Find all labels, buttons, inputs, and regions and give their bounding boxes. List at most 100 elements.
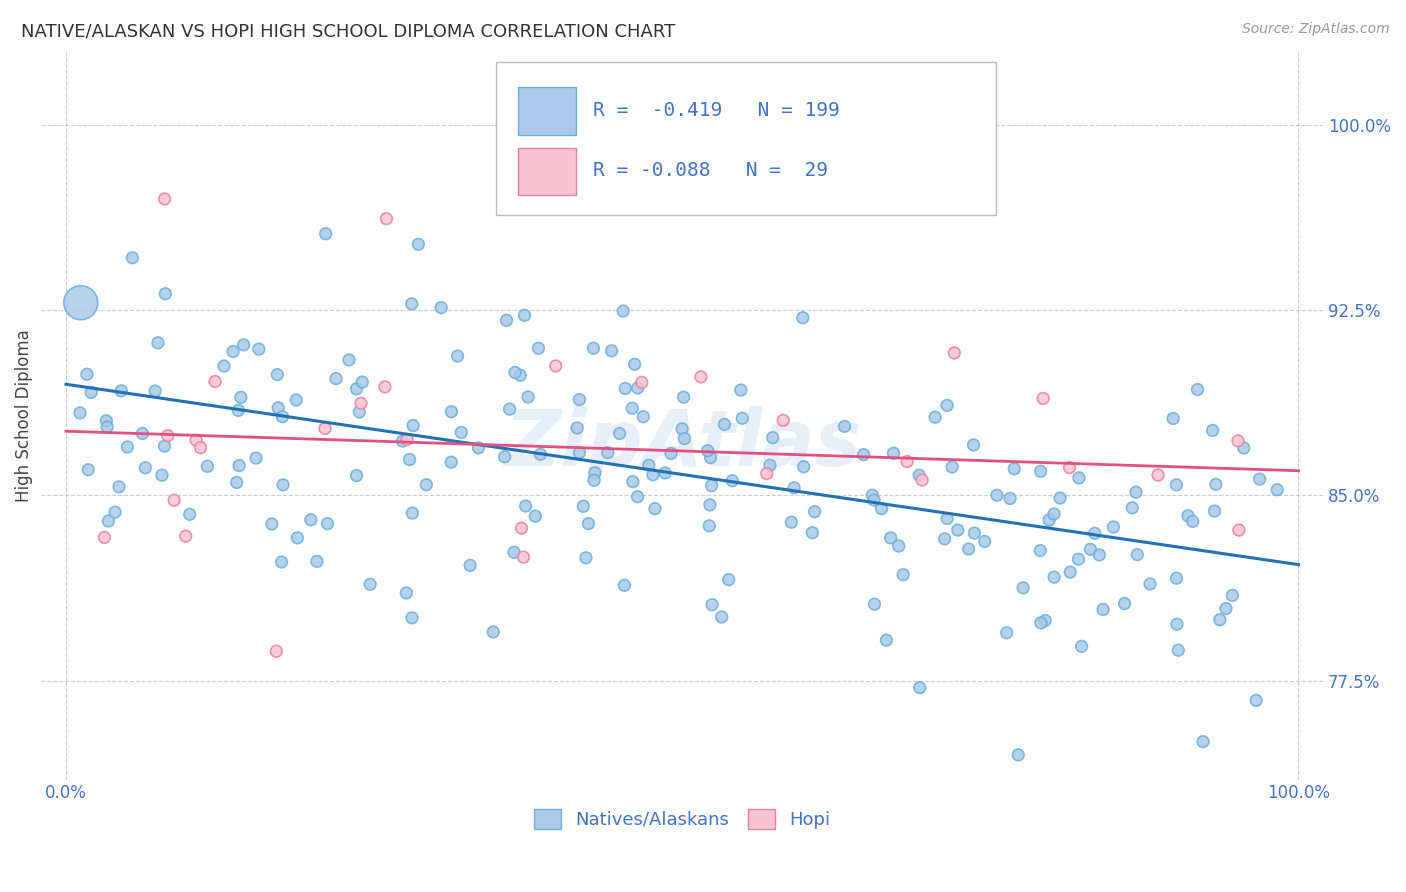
Point xyxy=(509,368,531,383)
Point xyxy=(1084,526,1107,541)
Point xyxy=(626,490,648,504)
Point xyxy=(1147,468,1170,483)
Point xyxy=(108,480,131,494)
Point xyxy=(623,357,645,371)
Point xyxy=(391,434,413,448)
Point xyxy=(609,426,631,441)
Point xyxy=(1029,615,1052,630)
Point xyxy=(513,309,536,323)
Point xyxy=(401,297,423,311)
Point xyxy=(245,451,267,466)
Point xyxy=(1126,548,1149,562)
Point xyxy=(733,112,755,127)
Point xyxy=(446,349,468,363)
Point xyxy=(174,529,197,543)
Point xyxy=(299,513,322,527)
Point xyxy=(314,421,336,435)
Point xyxy=(696,443,718,458)
Text: R = -0.088   N =  29: R = -0.088 N = 29 xyxy=(592,161,828,180)
Point xyxy=(1080,542,1102,557)
Point xyxy=(1167,643,1189,657)
Point xyxy=(69,295,91,310)
Point xyxy=(76,368,98,382)
Point xyxy=(527,341,550,355)
Point xyxy=(482,624,505,639)
Point xyxy=(575,550,598,565)
Point xyxy=(1125,485,1147,500)
Point xyxy=(627,381,650,395)
Point xyxy=(700,478,723,492)
Point xyxy=(349,405,371,419)
Point xyxy=(228,403,250,417)
Point xyxy=(630,376,652,390)
Point xyxy=(1139,577,1161,591)
Point xyxy=(1067,471,1090,485)
Point xyxy=(578,516,600,531)
Point xyxy=(1043,570,1066,584)
Point xyxy=(783,481,806,495)
Point xyxy=(596,445,619,459)
Point xyxy=(875,633,897,648)
Point xyxy=(565,421,588,435)
Point xyxy=(568,445,591,459)
Point xyxy=(792,310,814,325)
Point xyxy=(117,440,139,454)
Point xyxy=(69,406,91,420)
Point xyxy=(179,508,201,522)
Point xyxy=(1249,472,1271,486)
Point xyxy=(1215,601,1237,615)
Point xyxy=(673,432,696,446)
Point xyxy=(143,384,166,398)
Point xyxy=(614,382,637,396)
Point xyxy=(1161,411,1184,425)
Point xyxy=(260,516,283,531)
Point xyxy=(887,539,910,553)
Point xyxy=(96,414,118,428)
Point xyxy=(721,474,744,488)
Text: R =  -0.419   N = 199: R = -0.419 N = 199 xyxy=(592,101,839,120)
Point xyxy=(155,286,177,301)
Point xyxy=(637,458,659,473)
Y-axis label: High School Diploma: High School Diploma xyxy=(15,329,32,501)
Point xyxy=(962,438,984,452)
Point xyxy=(1192,734,1215,748)
Point xyxy=(801,525,824,540)
Point xyxy=(467,441,489,455)
Point xyxy=(134,460,156,475)
Point xyxy=(1032,392,1054,406)
Point xyxy=(1166,571,1188,585)
Point xyxy=(780,515,803,529)
Point xyxy=(1205,477,1227,491)
Point xyxy=(995,625,1018,640)
Point xyxy=(1177,508,1199,523)
Point xyxy=(1070,640,1092,654)
Point xyxy=(717,573,740,587)
Text: Source: ZipAtlas.com: Source: ZipAtlas.com xyxy=(1241,22,1389,37)
Point xyxy=(882,446,904,460)
Point xyxy=(267,401,290,415)
Point xyxy=(287,531,309,545)
Point xyxy=(346,382,368,396)
Point xyxy=(524,509,547,524)
Point xyxy=(946,523,969,537)
Point xyxy=(97,514,120,528)
Point xyxy=(1222,588,1244,602)
Point xyxy=(772,413,794,427)
Point xyxy=(315,227,337,241)
Point xyxy=(1102,520,1125,534)
Point xyxy=(374,380,396,394)
Point xyxy=(803,505,825,519)
Point xyxy=(699,450,721,465)
Point xyxy=(247,342,270,356)
Point xyxy=(229,390,252,404)
Point xyxy=(80,385,103,400)
Point xyxy=(1227,523,1250,537)
Point xyxy=(1244,693,1267,707)
FancyBboxPatch shape xyxy=(519,148,576,195)
Point xyxy=(415,477,437,491)
Point xyxy=(713,417,735,432)
Point xyxy=(270,555,292,569)
Point xyxy=(77,463,100,477)
Point xyxy=(908,681,931,695)
Point xyxy=(93,531,115,545)
